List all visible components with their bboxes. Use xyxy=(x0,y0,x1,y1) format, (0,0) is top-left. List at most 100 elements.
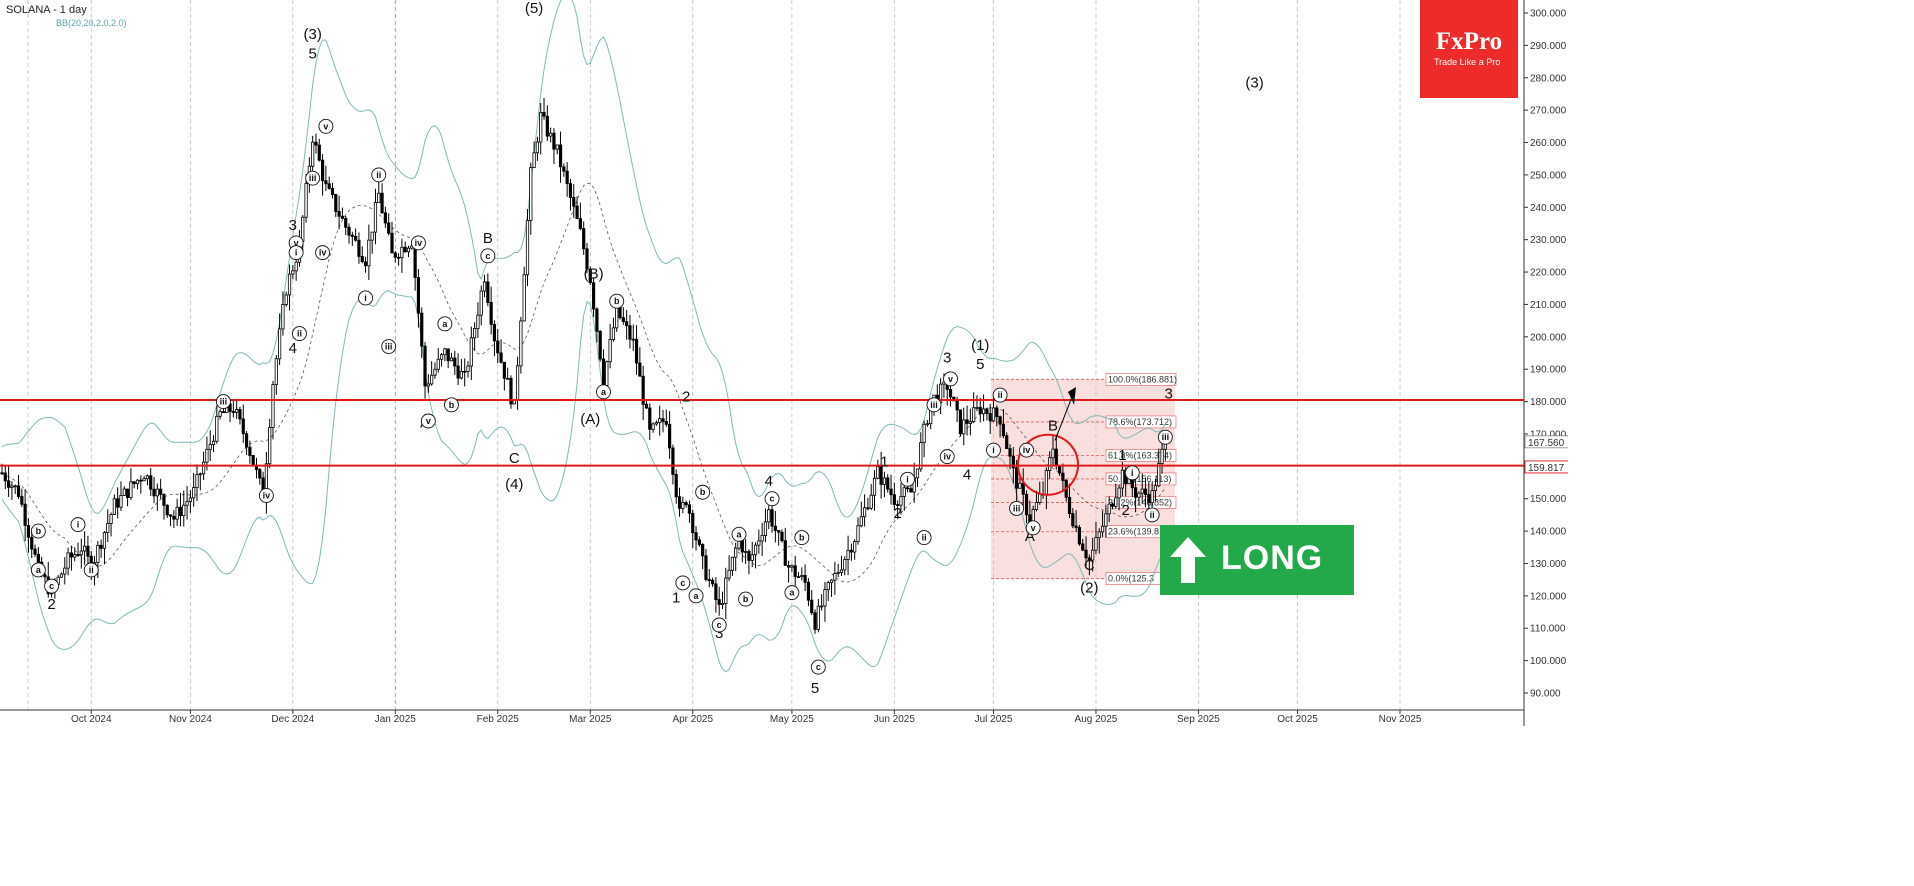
candle-body xyxy=(558,144,563,168)
price-tick-label: 210.000 xyxy=(1530,300,1567,311)
wave-subwave-label: iii xyxy=(1162,432,1170,442)
candle-body xyxy=(707,579,711,581)
candle-body xyxy=(278,328,282,360)
candle-body xyxy=(555,144,559,150)
candle-body xyxy=(628,325,632,340)
fib-level-label: 38.2%(148.852) xyxy=(1108,497,1172,507)
candle-body xyxy=(363,261,368,267)
candle-body xyxy=(658,418,662,424)
candle-body xyxy=(116,498,120,508)
wave-subwave-label: v xyxy=(426,416,431,426)
candle-body xyxy=(889,488,893,496)
date-tick-label: Aug 2025 xyxy=(1075,714,1118,725)
wave-circle xyxy=(70,517,86,533)
candle-body xyxy=(403,246,407,253)
candle-body xyxy=(803,574,807,583)
candle-body xyxy=(1107,503,1111,515)
candle-body xyxy=(1091,549,1095,561)
price-tick-label: 150.000 xyxy=(1530,494,1567,505)
wave-label: 1 xyxy=(880,453,888,470)
wave-subwave-label: b xyxy=(743,594,749,604)
candle-body xyxy=(509,377,513,405)
candle-body xyxy=(856,525,860,543)
wave-label: (B) xyxy=(584,266,604,283)
candle-body xyxy=(981,408,986,415)
candle-body xyxy=(122,488,126,496)
fib-level-label: 100.0%(186.881) xyxy=(1108,374,1177,384)
candle-body xyxy=(218,411,222,417)
candle-body xyxy=(1054,448,1058,467)
wave-label: B xyxy=(1048,418,1058,435)
candle-body xyxy=(1067,496,1072,515)
candle-body xyxy=(975,406,979,409)
wave-circle xyxy=(688,588,704,604)
candle-body xyxy=(820,605,824,608)
candle-body xyxy=(869,494,873,509)
candle-body xyxy=(314,141,318,146)
candle-body xyxy=(552,132,556,150)
candle-body xyxy=(178,506,183,517)
wave-subwave-label: c xyxy=(485,251,490,261)
candle-body xyxy=(1051,448,1055,459)
candle-body xyxy=(681,502,685,509)
wave-subwave-label: v xyxy=(1031,523,1036,533)
wave-circle xyxy=(596,384,611,400)
candle-body xyxy=(473,328,477,339)
candle-body xyxy=(962,419,966,435)
candle-body xyxy=(525,220,530,276)
candle-body xyxy=(466,365,470,372)
candle-body xyxy=(876,466,880,479)
fxpro-logo[interactable]: FxPro Trade Like a Pro xyxy=(1420,0,1518,98)
wave-circle xyxy=(381,339,397,354)
candle-body xyxy=(714,583,718,600)
chart-background xyxy=(0,0,1568,726)
candle-body xyxy=(274,358,278,386)
wave-subwave-label: iv xyxy=(943,452,951,462)
candle-body xyxy=(155,488,159,497)
wave-label: 1 xyxy=(1118,447,1126,464)
candle-body xyxy=(773,525,777,531)
candle-body xyxy=(502,361,506,379)
candle-body xyxy=(1087,557,1091,561)
wave-subwave-label: ii xyxy=(89,565,94,575)
candle-body xyxy=(106,523,110,533)
wave-subwave-label: iv xyxy=(415,238,423,248)
wave-circle xyxy=(784,585,800,601)
wave-label: C xyxy=(509,450,520,467)
price-tick-label: 130.000 xyxy=(1530,559,1567,570)
candle-body xyxy=(320,159,325,182)
candle-body xyxy=(350,234,354,237)
wave-circle xyxy=(437,316,453,332)
candle-body xyxy=(231,411,235,413)
candle-body xyxy=(1077,527,1082,545)
candle-body xyxy=(258,469,262,479)
candle-body xyxy=(836,571,840,574)
candle-body xyxy=(119,494,123,508)
candle-body xyxy=(436,358,440,370)
candle-body xyxy=(192,487,196,499)
candle-body xyxy=(611,327,616,340)
candle-body xyxy=(291,270,295,275)
candle-body xyxy=(767,509,771,523)
fib-label-box xyxy=(1105,372,1177,386)
wave-subwave-label: ii xyxy=(376,170,381,180)
candle-body xyxy=(1031,509,1035,523)
price-tick-label: 170.000 xyxy=(1530,429,1567,440)
candle-body xyxy=(96,544,100,563)
candle-body xyxy=(661,418,665,422)
candle-body xyxy=(281,304,285,330)
candle-body xyxy=(985,408,989,414)
wave-circle xyxy=(609,293,625,309)
candle-body xyxy=(63,567,67,575)
candle-body xyxy=(684,502,688,506)
wave-subwave-label: v xyxy=(294,238,299,248)
wave-subwave-label: ii xyxy=(297,329,302,339)
candle-body xyxy=(1034,502,1039,510)
candle-body xyxy=(380,192,384,214)
wave-circle xyxy=(30,562,46,578)
wave-label: 4 xyxy=(963,466,971,483)
candle-body xyxy=(83,545,87,552)
candle-body xyxy=(654,422,658,425)
price-tick-label: 190.000 xyxy=(1530,365,1567,376)
wave-label: 2 xyxy=(682,389,690,406)
